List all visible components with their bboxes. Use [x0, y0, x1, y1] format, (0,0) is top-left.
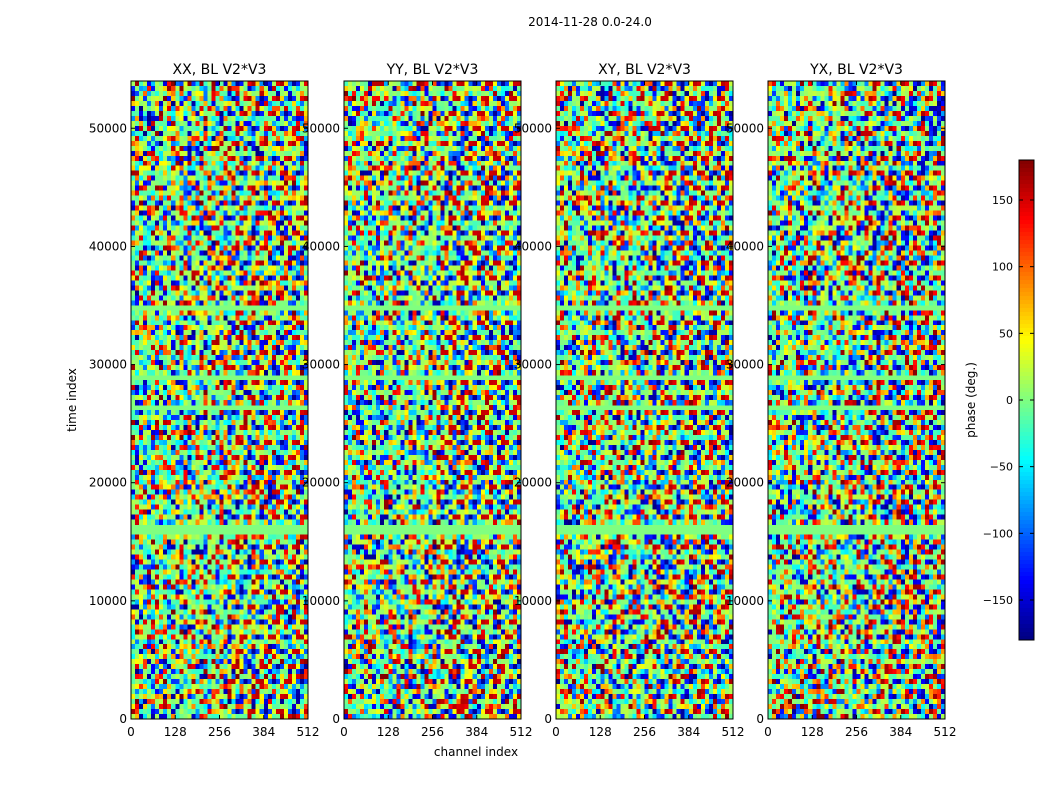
y-tick-label: 10000 — [514, 594, 552, 608]
colorbar-tick-label: 0 — [1006, 394, 1013, 407]
x-tick-label: 0 — [340, 725, 348, 739]
x-tick-label: 256 — [208, 725, 231, 739]
x-tick-label: 0 — [764, 725, 772, 739]
y-tick-label: 40000 — [89, 239, 127, 253]
x-tick-label: 512 — [297, 725, 320, 739]
y-tick-label: 20000 — [89, 476, 127, 490]
x-tick-label: 0 — [127, 725, 135, 739]
x-tick-label: 256 — [421, 725, 444, 739]
colorbar-tick-label: −50 — [990, 461, 1013, 474]
y-tick-label: 40000 — [726, 239, 764, 253]
x-tick-label: 512 — [510, 725, 533, 739]
y-tick-label: 30000 — [514, 358, 552, 372]
colorbar-tick-label: 150 — [992, 194, 1013, 207]
colorbar-tick-label: −100 — [983, 527, 1013, 540]
y-axis-label: time index — [65, 368, 79, 432]
panel-title: XX, BL V2*V3 — [173, 62, 267, 78]
heatmap-cells — [768, 81, 946, 720]
colorbar-tick-label: 50 — [999, 327, 1013, 340]
x-tick-label: 384 — [252, 725, 275, 739]
y-tick-label: 10000 — [89, 594, 127, 608]
panel-title: XY, BL V2*V3 — [598, 62, 691, 78]
y-tick-label: 30000 — [89, 358, 127, 372]
y-tick-label: 0 — [119, 712, 127, 726]
x-tick-label: 512 — [934, 725, 957, 739]
y-tick-label: 30000 — [302, 358, 340, 372]
panel-xy: XY, BL V2*V3 0 128 256 384 512 0 10000 20000 3000… — [514, 62, 745, 739]
y-tick-label: 30000 — [726, 358, 764, 372]
y-tick-label: 0 — [756, 712, 764, 726]
x-tick-label: 128 — [164, 725, 187, 739]
colorbar-label: phase (deg.) — [964, 362, 978, 438]
y-tick-label: 40000 — [302, 239, 340, 253]
x-tick-label: 256 — [845, 725, 868, 739]
y-tick-label: 10000 — [726, 594, 764, 608]
y-tick-label: 10000 — [302, 594, 340, 608]
panel-title: YY, BL V2*V3 — [386, 62, 479, 78]
heatmap-cells — [556, 81, 734, 720]
x-tick-label: 0 — [552, 725, 560, 739]
colorbar-gradient — [1019, 160, 1034, 641]
y-tick-label: 40000 — [514, 239, 552, 253]
y-tick-label: 50000 — [726, 121, 764, 135]
x-tick-label: 128 — [589, 725, 612, 739]
y-tick-label: 20000 — [514, 476, 552, 490]
x-tick-label: 512 — [722, 725, 745, 739]
colorbar-tick-label: 100 — [992, 261, 1013, 274]
y-tick-label: 0 — [332, 712, 340, 726]
panel-yy: YY, BL V2*V3 0 128 256 384 512 0 10000 20000 3000… — [302, 62, 533, 739]
y-tick-label: 0 — [544, 712, 552, 726]
x-tick-label: 256 — [633, 725, 656, 739]
y-tick-label: 50000 — [514, 121, 552, 135]
panel-xx: XX, BL V2*V3 0 128 256 384 512 0 10000 20000 3000… — [89, 62, 320, 739]
x-tick-label: 384 — [677, 725, 700, 739]
y-tick-label: 20000 — [302, 476, 340, 490]
y-tick-label: 50000 — [89, 121, 127, 135]
figure-suptitle: 2014-11-28 0.0-24.0 — [528, 15, 652, 29]
x-tick-label: 128 — [801, 725, 824, 739]
heatmap-cells — [344, 81, 522, 720]
panel-yx: YX, BL V2*V3 0 128 256 384 512 0 10000 20000 3000… — [726, 62, 957, 739]
x-axis-label: channel index — [434, 745, 518, 759]
heatmap-cells — [131, 81, 309, 720]
y-tick-label: 50000 — [302, 121, 340, 135]
x-tick-label: 128 — [377, 725, 400, 739]
panel-title: YX, BL V2*V3 — [809, 62, 903, 78]
colorbar: −150 −100 −50 0 50 100 150 — [983, 159, 1035, 641]
y-tick-label: 20000 — [726, 476, 764, 490]
x-tick-label: 384 — [889, 725, 912, 739]
x-tick-label: 384 — [465, 725, 488, 739]
colorbar-tick-label: −150 — [983, 594, 1013, 607]
